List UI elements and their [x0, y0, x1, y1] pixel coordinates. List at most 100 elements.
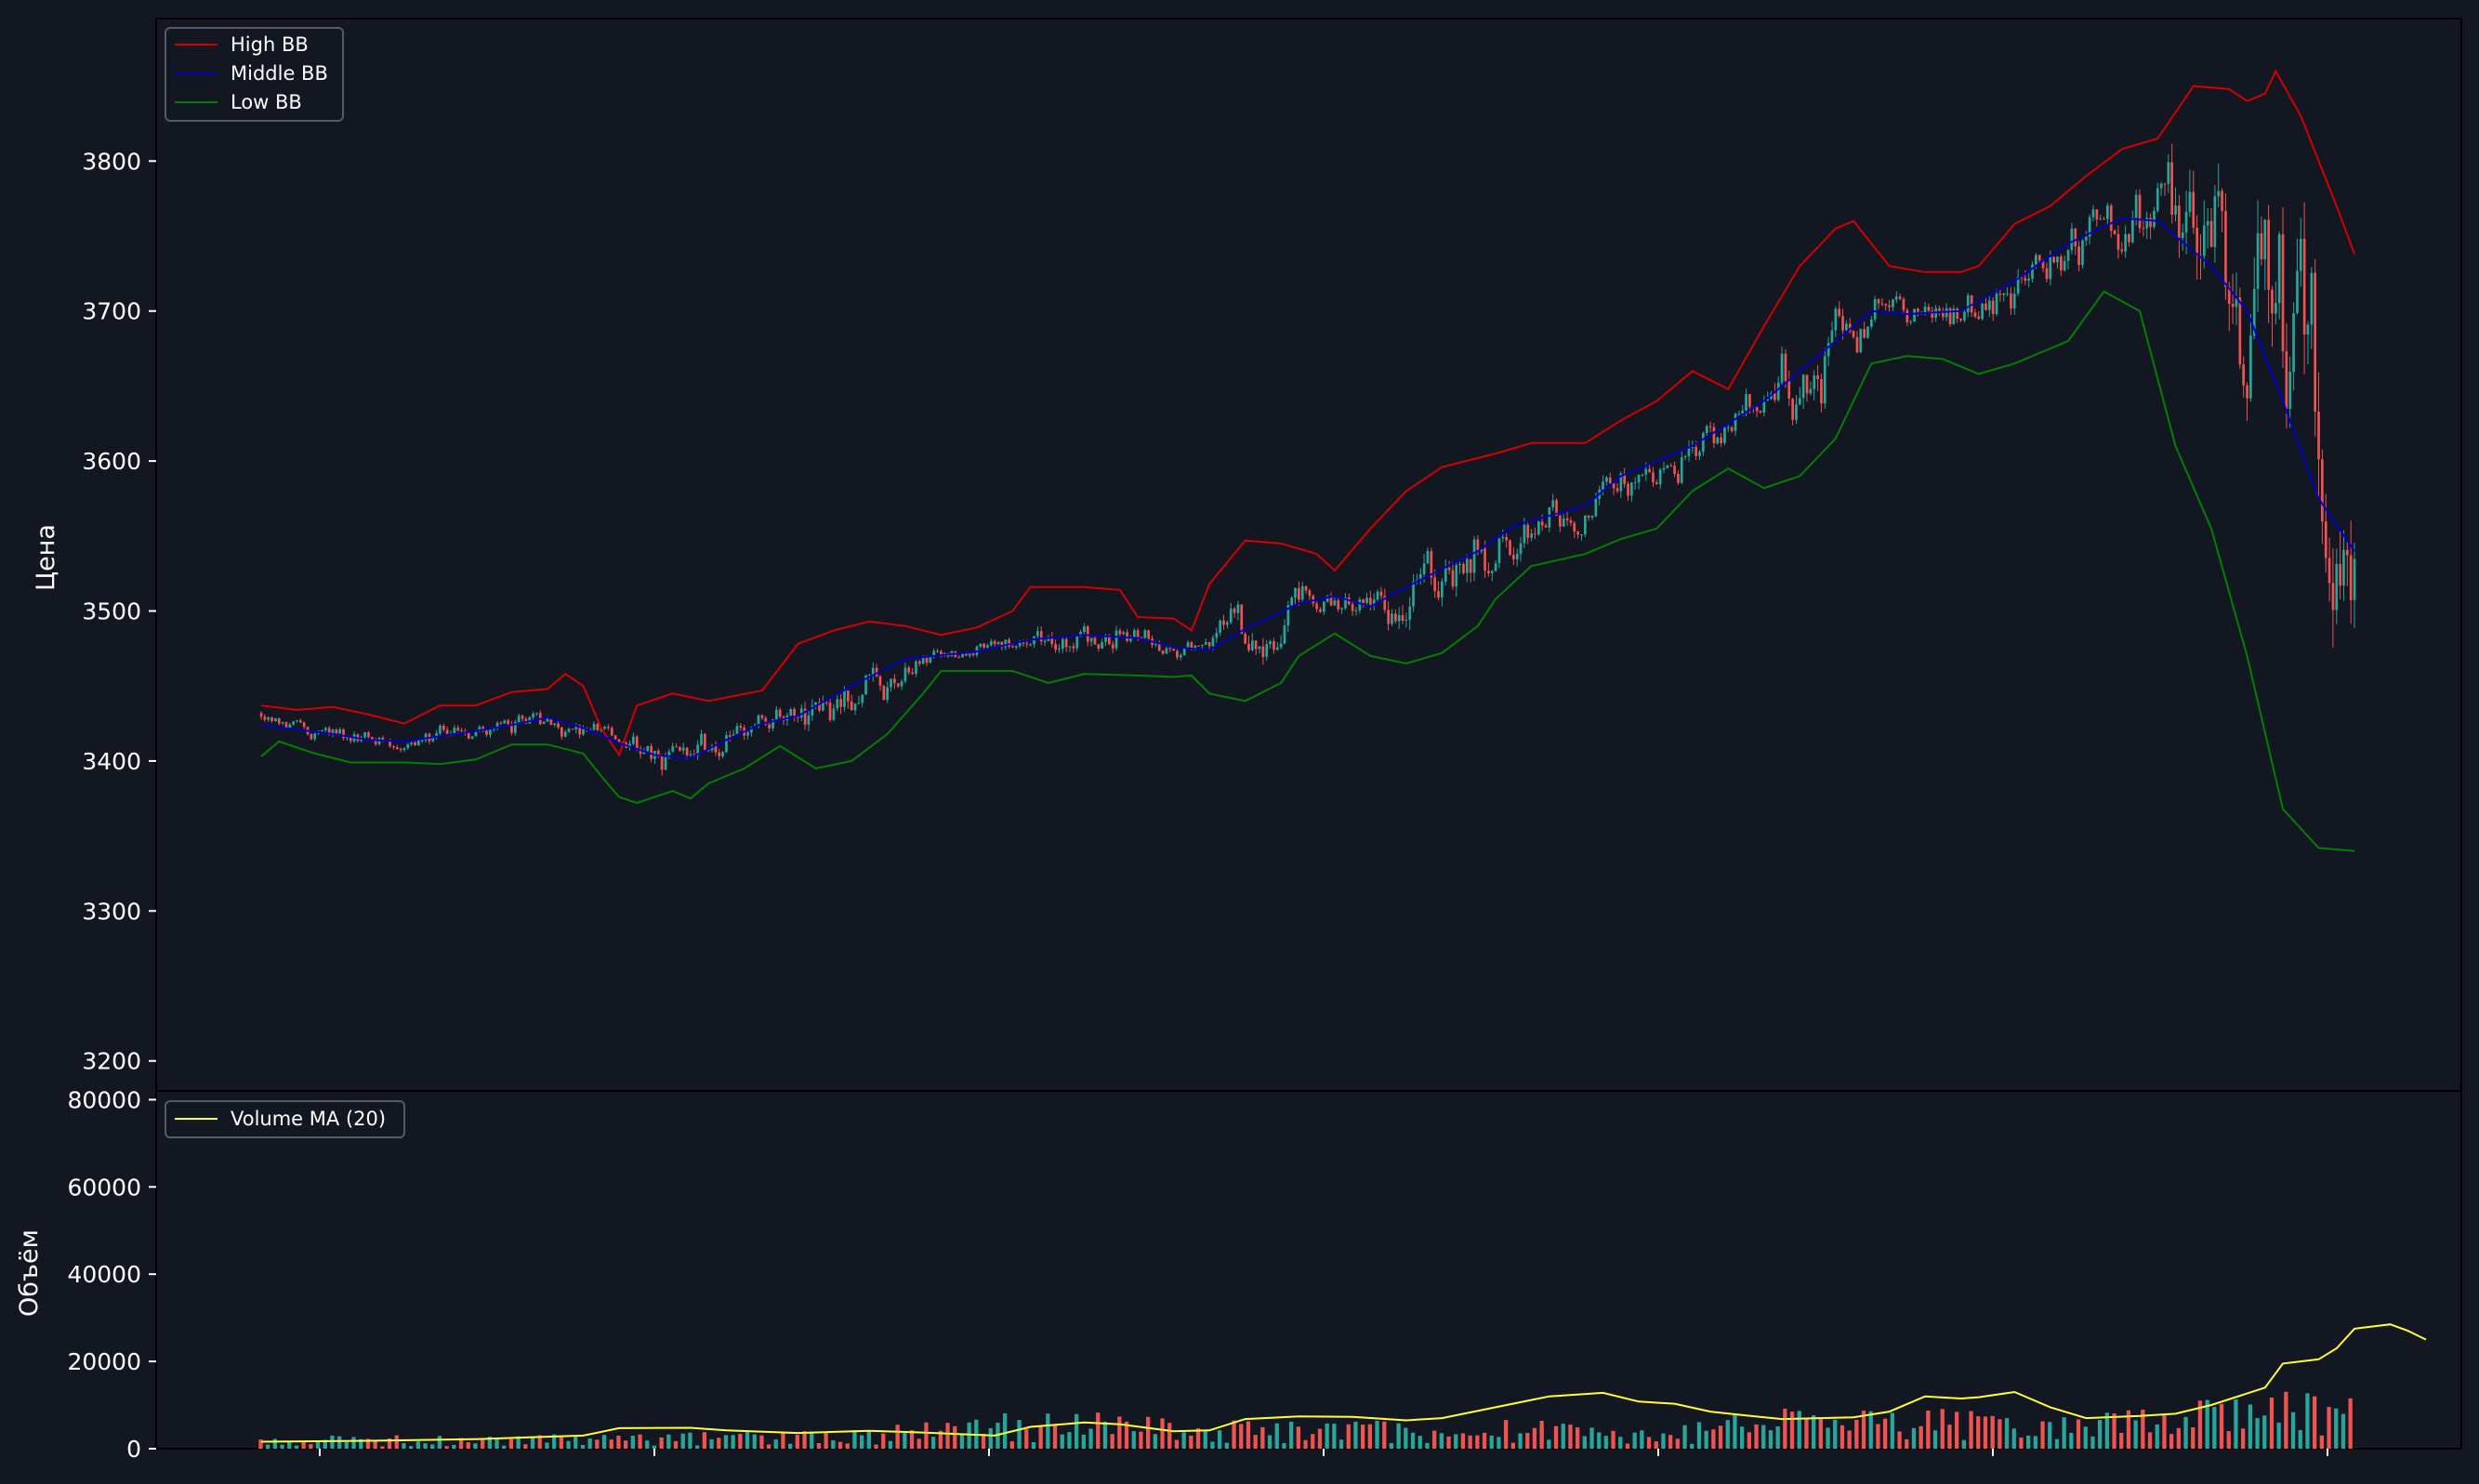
candle-body: [2159, 183, 2163, 189]
candle-body: [1340, 608, 1343, 610]
volume-bar: [2155, 1424, 2159, 1449]
candle-body: [2045, 268, 2049, 280]
candle-body: [1888, 305, 1891, 308]
candle-body: [485, 730, 488, 735]
volume-bar: [609, 1439, 613, 1449]
volume-bar: [1167, 1423, 1172, 1449]
candle-body: [327, 728, 331, 735]
candle-body: [1791, 399, 1794, 420]
volume-bar: [1218, 1430, 1222, 1449]
candle-body: [692, 754, 696, 756]
candle-body: [2206, 220, 2209, 226]
candle-body: [2024, 278, 2027, 281]
volume-bar: [645, 1440, 650, 1449]
candle-body: [1497, 538, 1501, 564]
candle-body: [1852, 331, 1855, 337]
volume-bar: [1890, 1412, 1894, 1449]
candle-body: [1608, 478, 1612, 484]
candle-body: [1008, 639, 1010, 647]
volume-bar: [630, 1436, 635, 1449]
candle-body: [1272, 641, 1275, 650]
candle-body: [603, 727, 606, 729]
candle-body: [1240, 604, 1244, 634]
candle-body: [940, 650, 943, 657]
volume-bar: [1704, 1430, 1708, 1449]
candle-body: [1058, 649, 1061, 650]
volume-bar: [595, 1439, 600, 1449]
volume-bar: [2276, 1422, 2281, 1449]
candle-body: [1462, 564, 1465, 573]
volume-bar: [1038, 1425, 1043, 1449]
candle-body: [1376, 591, 1379, 600]
volume-bar: [1718, 1425, 1723, 1449]
candle-body: [1251, 640, 1254, 650]
candle-body: [836, 699, 839, 709]
candle-body: [2310, 272, 2314, 325]
candle-body: [2288, 372, 2292, 409]
candle-body: [1118, 630, 1122, 635]
volume-bar: [680, 1433, 685, 1449]
candle-body: [302, 722, 306, 728]
candle-body: [1261, 646, 1265, 657]
candle-body: [1315, 603, 1318, 610]
candle-body: [900, 681, 903, 687]
volume-bar: [1625, 1443, 1630, 1449]
candle-body: [1025, 643, 1029, 645]
candle-body: [1444, 568, 1447, 583]
volume-plot-area: [155, 1090, 2462, 1450]
candle-body: [1985, 303, 1987, 310]
volume-bar: [2298, 1429, 2302, 1449]
volume-tick-4-label: 80000: [67, 1086, 141, 1113]
candle-body: [2256, 233, 2260, 289]
volume-bar: [874, 1444, 878, 1449]
candle-body: [1365, 598, 1368, 603]
candle-body: [1637, 474, 1641, 483]
volume-bar: [745, 1430, 750, 1449]
candle-body: [1799, 398, 1801, 405]
candle-body: [1981, 303, 1984, 320]
volume-legend: Volume MA (20): [165, 1100, 405, 1138]
candle-body: [1530, 533, 1533, 538]
candle-body: [1197, 645, 1200, 647]
candle-body: [510, 724, 513, 733]
candle-body: [893, 678, 896, 684]
volume-bar: [1389, 1443, 1394, 1449]
candle-body: [750, 727, 753, 733]
volume-bar: [487, 1437, 492, 1449]
volume-bar: [537, 1435, 542, 1449]
x-axis-ticks: [319, 1449, 2328, 1456]
candle-body: [1515, 553, 1519, 559]
volume-bar: [502, 1445, 507, 1449]
candle-body: [1404, 620, 1408, 622]
candle-body: [1544, 525, 1548, 528]
series-line-volume-ma: [260, 1323, 2427, 1443]
volume-bar: [1597, 1432, 1602, 1449]
candle-body: [828, 703, 832, 720]
candle-body: [2010, 293, 2012, 309]
candle-body: [1143, 630, 1147, 638]
volume-bar: [845, 1443, 850, 1449]
volume-bar: [1818, 1418, 1823, 1449]
volume-bar: [2284, 1391, 2288, 1449]
candle-body: [1430, 551, 1433, 578]
volume-bar: [1847, 1430, 1852, 1449]
volume-bar: [1181, 1432, 1186, 1449]
candle-body: [2346, 549, 2349, 556]
candle-body: [2016, 277, 2020, 294]
candle-body: [1602, 481, 1604, 490]
volume-bar: [866, 1430, 871, 1449]
volume-bar: [931, 1437, 936, 1449]
candle-body: [2209, 220, 2213, 247]
candle-body: [739, 726, 743, 729]
volume-bar: [1396, 1423, 1401, 1449]
candle-body: [1727, 427, 1730, 428]
volume-bar: [1861, 1411, 1866, 1449]
volume-bar: [1789, 1412, 1795, 1449]
volume-bar: [1876, 1424, 1880, 1449]
candle-body: [299, 720, 302, 723]
legend-label-middle-bb: Middle BB: [231, 62, 328, 85]
volume-bar: [1983, 1416, 1988, 1449]
volume-bar: [466, 1442, 470, 1449]
candle-body: [2167, 162, 2170, 184]
candle-body: [1576, 532, 1579, 535]
